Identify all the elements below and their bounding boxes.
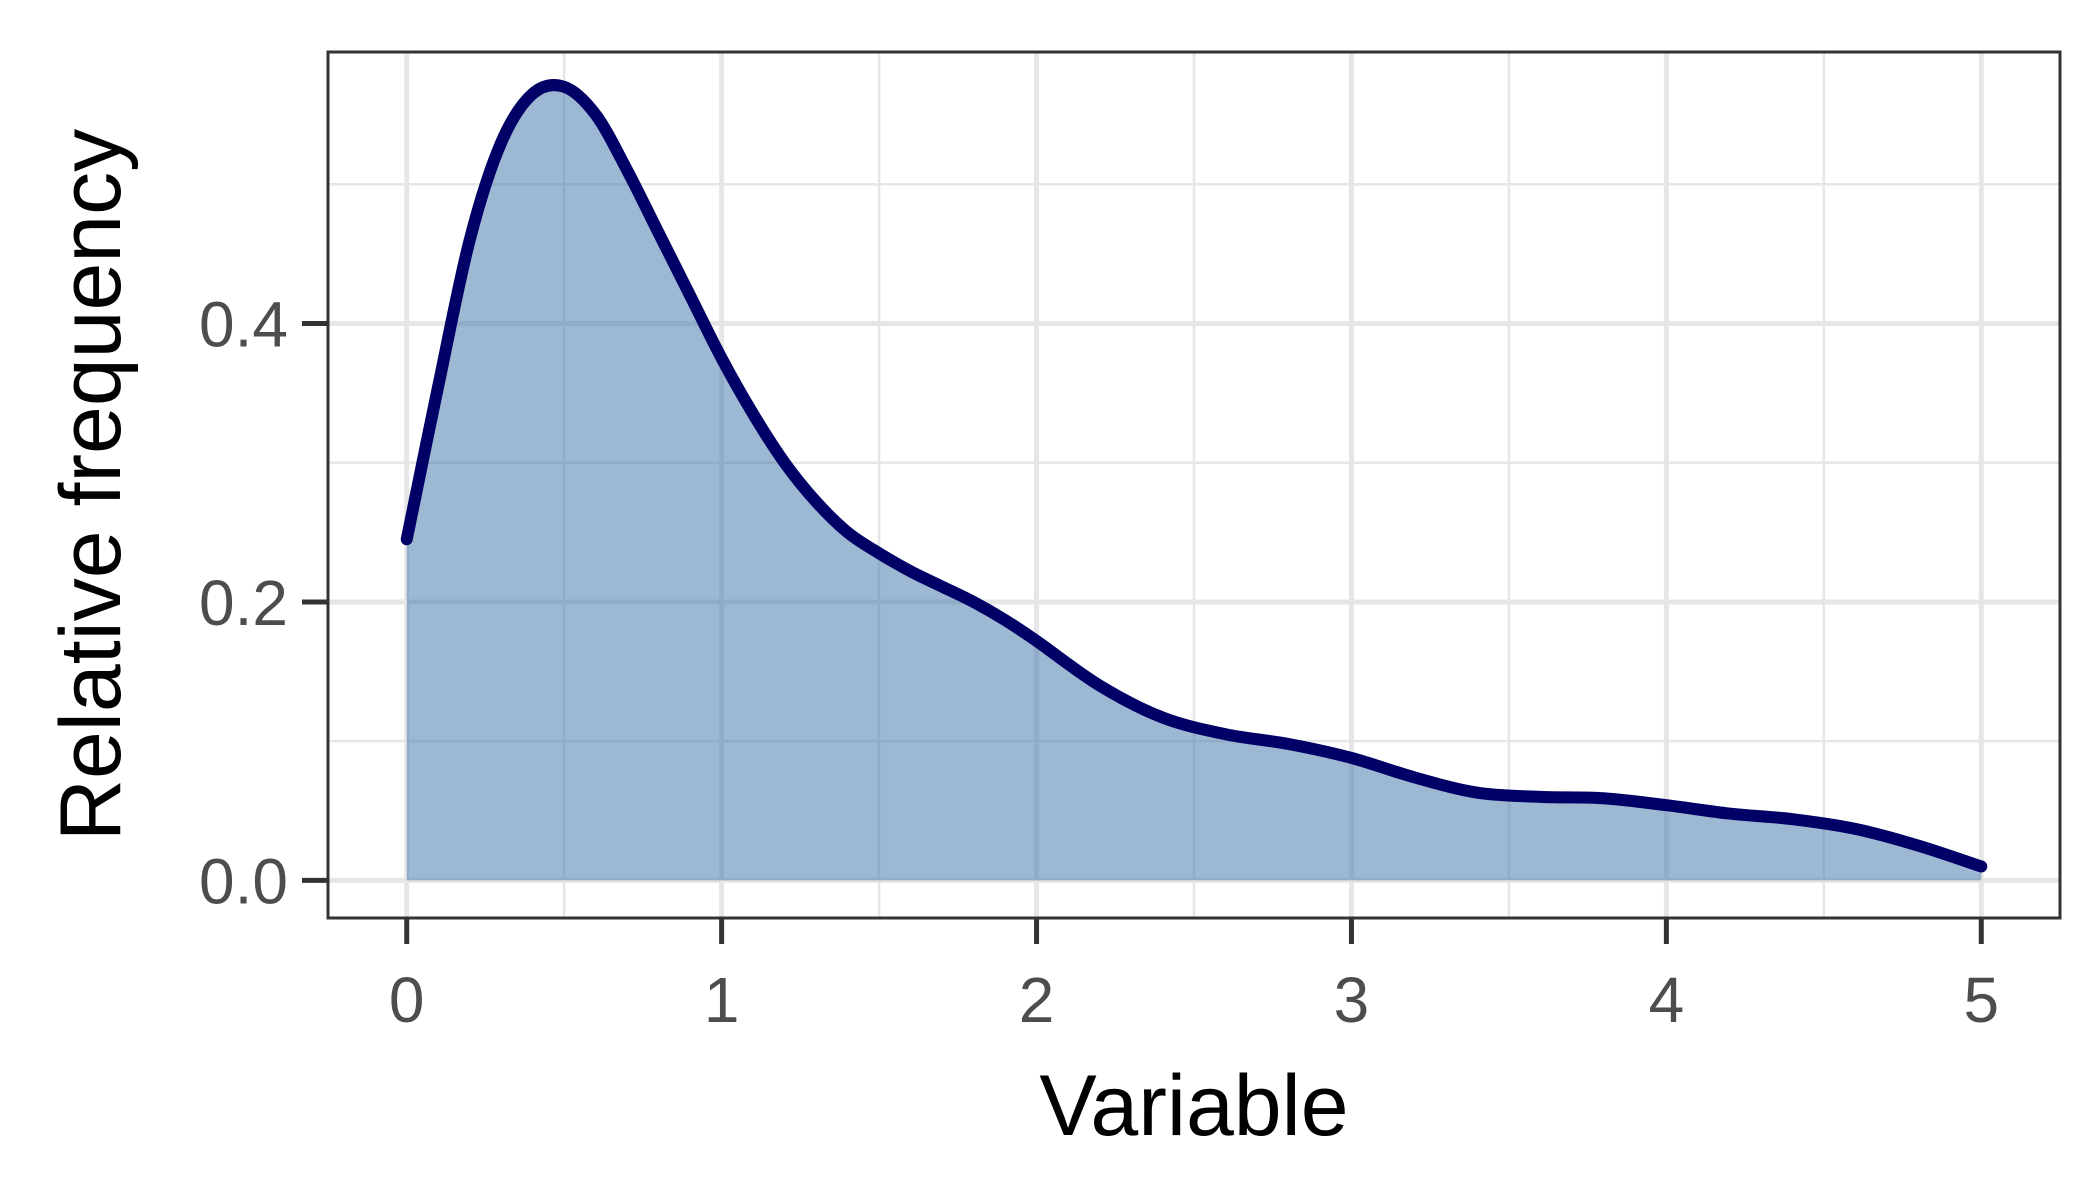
y-tick-label: 0.4 [199, 288, 288, 360]
x-tick-label: 0 [389, 964, 425, 1036]
x-tick-label: 4 [1649, 964, 1685, 1036]
panel-border [326, 50, 2062, 920]
y-tick-label: 0.0 [199, 845, 288, 917]
x-tick-label: 2 [1019, 964, 1055, 1036]
density-line [400, 79, 1988, 873]
x-tick-label: 3 [1334, 964, 1370, 1036]
y-tick-label: 0.2 [199, 567, 288, 639]
density-area [406, 85, 1982, 881]
x-axis: 0 1 2 3 4 5 [389, 918, 1999, 1036]
x-tick-label: 5 [1963, 964, 1999, 1036]
x-axis-title: Variable [1039, 1058, 1348, 1154]
x-tick-label: 1 [704, 964, 740, 1036]
y-axis-title: Relative frequency [43, 129, 139, 841]
y-axis: 0.0 0.2 0.4 [199, 288, 328, 917]
